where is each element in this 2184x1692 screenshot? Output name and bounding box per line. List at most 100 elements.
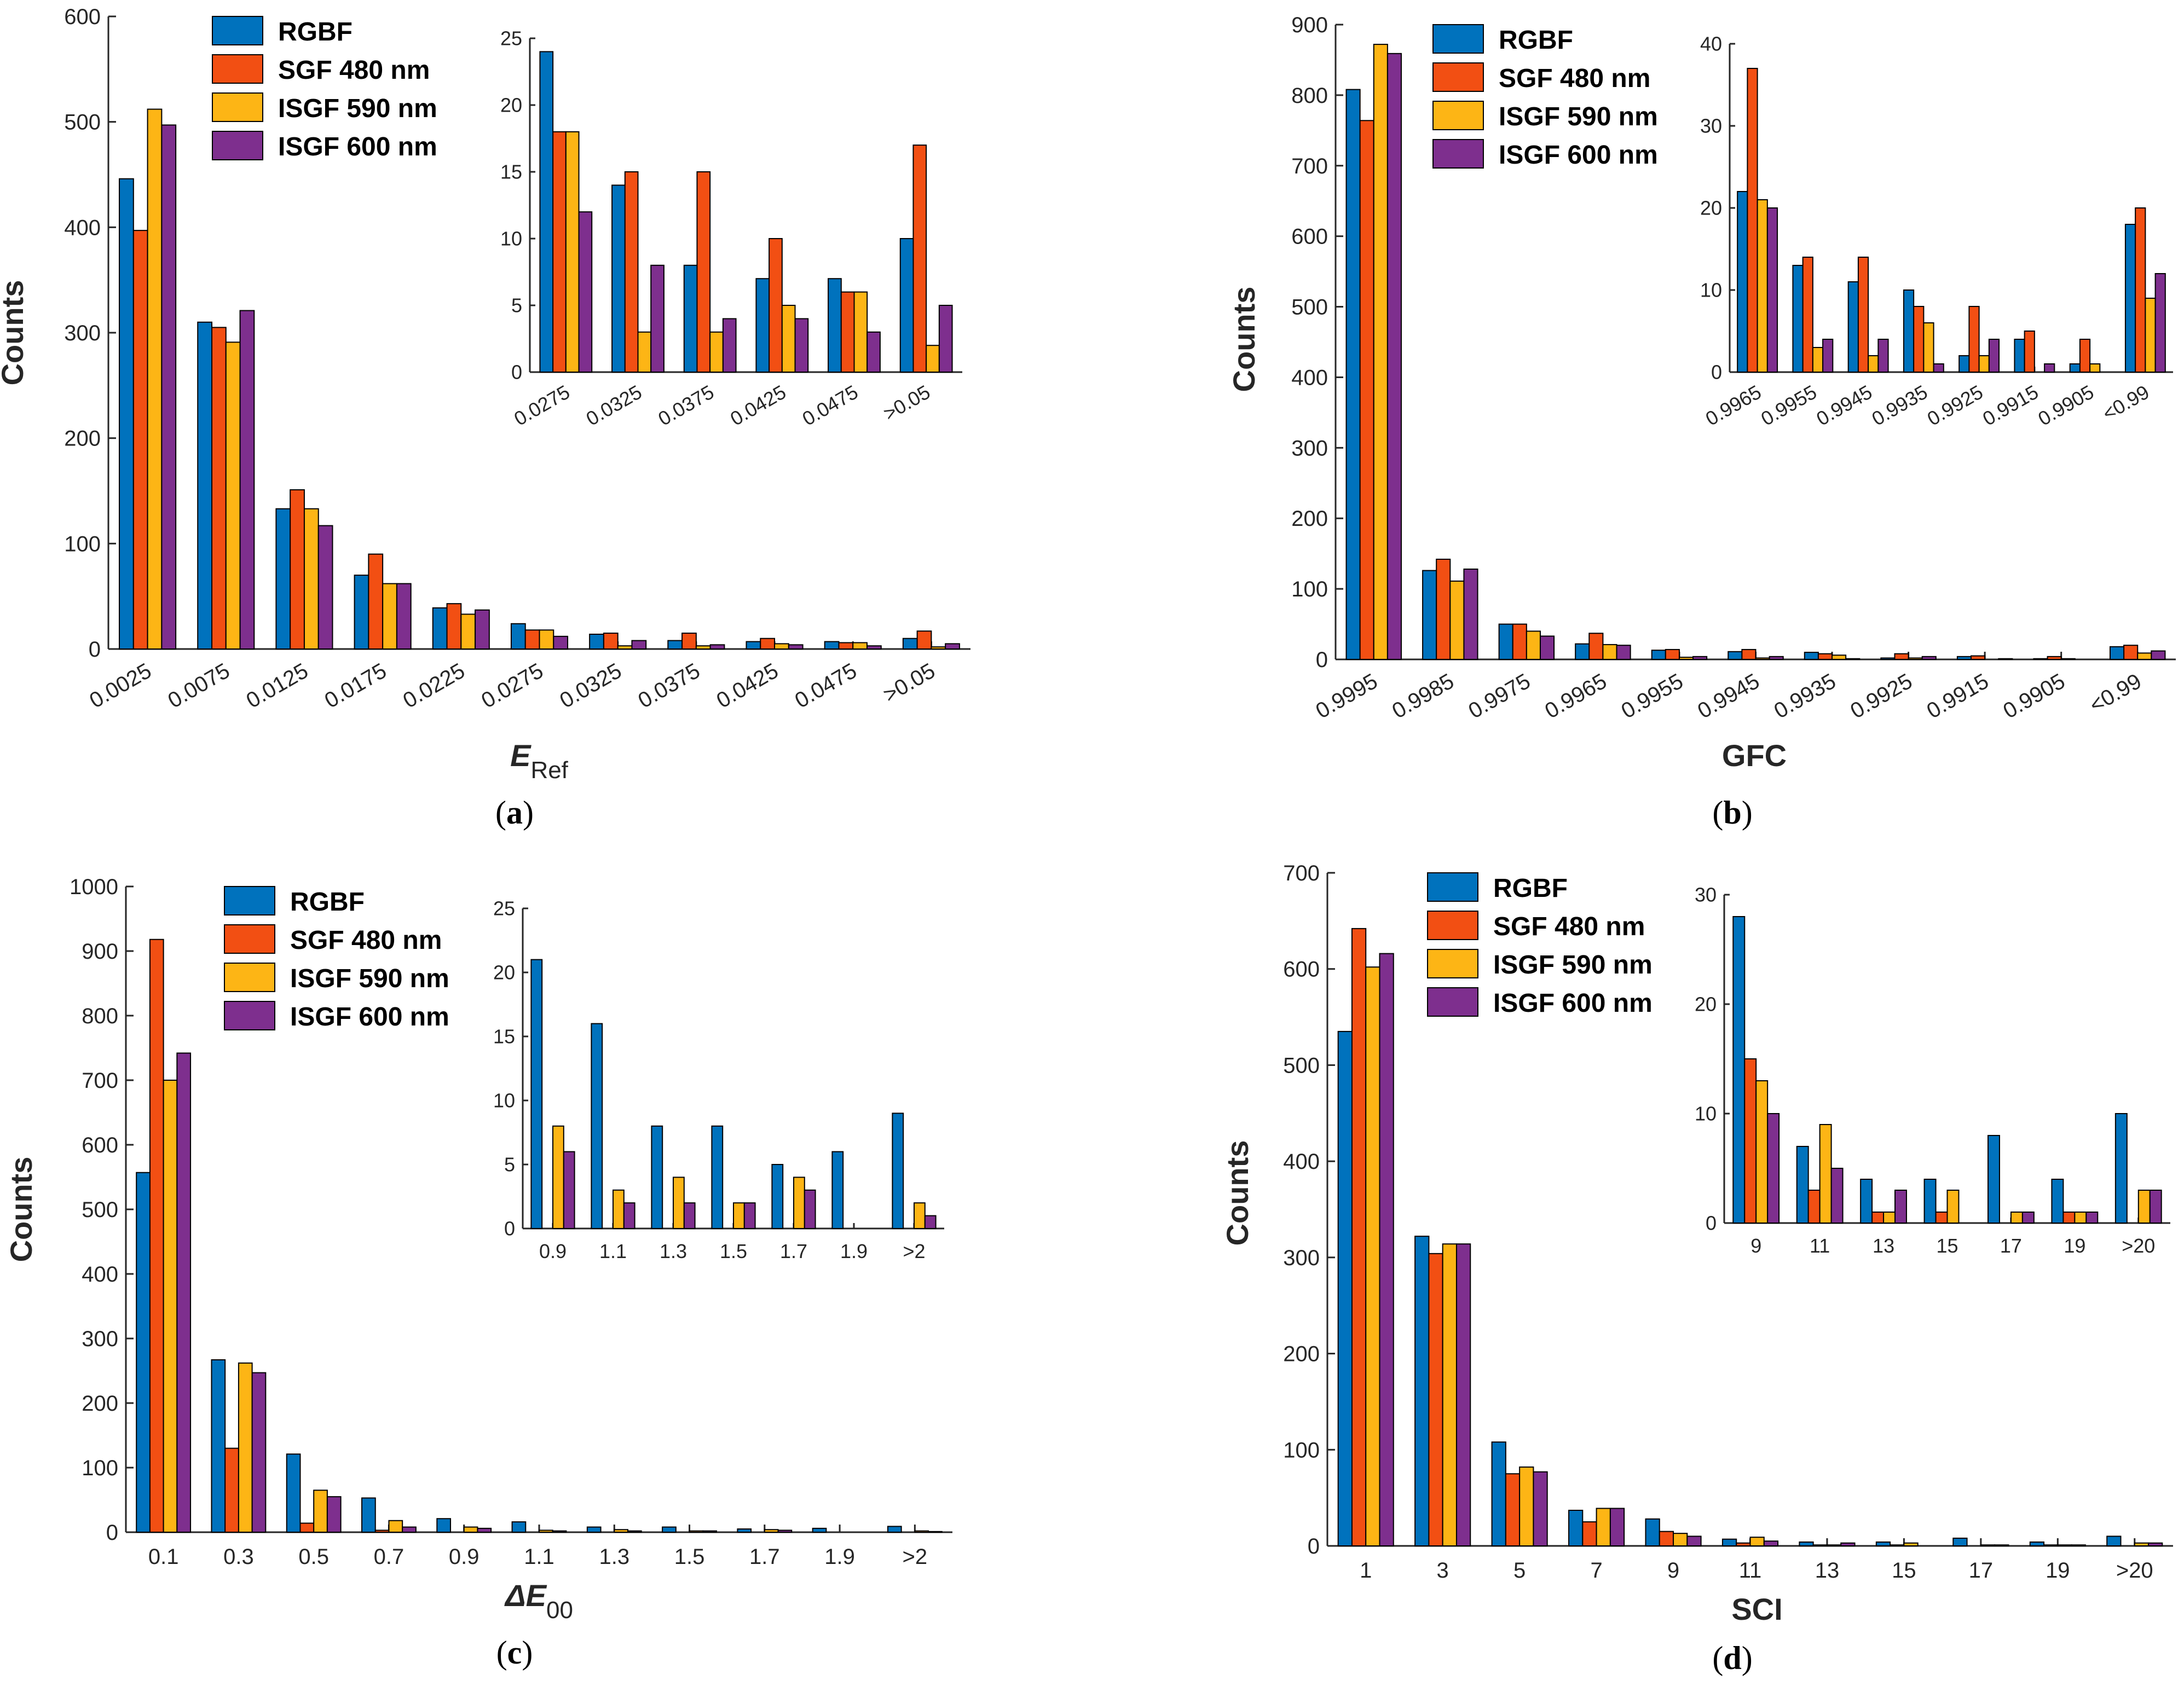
main-bar-isgf-590-nm bbox=[382, 583, 397, 650]
inset-chart: 0 5 10 15 20 25 0.0275 0.0325 0.0375 0.0425 0.0475… bbox=[500, 27, 963, 430]
inset-y-tick-label: 30 bbox=[1695, 884, 1717, 906]
main-bar-sgf-480-nm bbox=[681, 633, 697, 650]
main-bar-sgf-480-nm bbox=[224, 1447, 239, 1533]
main-bar-rgbf bbox=[746, 641, 761, 650]
inset-bar-isgf-590-nm bbox=[565, 131, 580, 373]
inset-x-tick-label: 0.0275 bbox=[510, 380, 574, 430]
main-bar-rgbf bbox=[1568, 1509, 1584, 1546]
main-bar-isgf-600-nm bbox=[777, 1529, 793, 1533]
main-y-tick-label: 600 bbox=[1291, 225, 1328, 249]
inset-bar-sgf-480-nm bbox=[2079, 339, 2091, 373]
inset-bar-sgf-480-nm bbox=[696, 171, 711, 373]
panel-label: (d) bbox=[1712, 1640, 1752, 1676]
main-x-tick-label: 0.0475 bbox=[791, 659, 861, 713]
inset-bar-isgf-590-nm bbox=[1757, 199, 1768, 373]
inset-bar-isgf-590-nm bbox=[1868, 355, 1879, 373]
inset-y-tick-label: 20 bbox=[1695, 993, 1717, 1016]
main-bar-rgbf bbox=[432, 607, 448, 650]
main-bar-isgf-590-nm bbox=[2057, 1544, 2072, 1547]
legend-label: RGBF bbox=[1493, 874, 1568, 903]
main-bar-isgf-600-nm bbox=[1769, 656, 1784, 660]
main-y-tick-label: 800 bbox=[82, 1004, 118, 1028]
inset-bar-isgf-600-nm bbox=[804, 1189, 816, 1230]
inset-background bbox=[529, 38, 963, 372]
legend-swatch bbox=[1427, 987, 1478, 1017]
main-bar-isgf-600-nm bbox=[1533, 1471, 1548, 1546]
inset-y-tick-label: 30 bbox=[1700, 115, 1722, 137]
main-bar-rgbf bbox=[812, 1527, 827, 1533]
main-bar-isgf-600-nm bbox=[317, 525, 333, 650]
inset-chart: 0 5 10 15 20 25 0.9 1.1 1.3 1.5 1.7 1.9 >2 bbox=[493, 897, 945, 1262]
main-x-tick-label: 19 bbox=[2046, 1558, 2070, 1583]
inset-x-tick-label: 17 bbox=[2000, 1235, 2022, 1257]
main-bar-isgf-590-nm bbox=[1519, 1466, 1534, 1547]
main-bar-sgf-480-nm bbox=[1817, 653, 1833, 660]
main-x-tick-label: 9 bbox=[1667, 1558, 1679, 1583]
main-y-tick-label: 500 bbox=[1291, 295, 1328, 320]
inset-y-tick-label: 10 bbox=[1695, 1103, 1717, 1125]
panel-label: (a) bbox=[495, 795, 534, 831]
inset-x-tick-label: 13 bbox=[1873, 1235, 1894, 1257]
main-bar-sgf-480-nm bbox=[1665, 648, 1680, 660]
main-x-tick-label: >20 bbox=[2116, 1558, 2153, 1583]
inset-x-tick-label: 1.9 bbox=[840, 1240, 868, 1262]
main-bar-isgf-600-nm bbox=[176, 1052, 192, 1533]
legend-label: ISGF 600 nm bbox=[278, 132, 437, 161]
inset-bar-isgf-590-nm bbox=[637, 331, 652, 373]
inset-bar-rgbf bbox=[651, 1125, 663, 1230]
main-bar-isgf-590-nm bbox=[463, 1526, 478, 1533]
main-bar-isgf-600-nm bbox=[627, 1530, 642, 1533]
main-x-tick-label: 0.9945 bbox=[1694, 669, 1764, 723]
inset-bar-isgf-600-nm bbox=[2021, 1212, 2035, 1224]
main-bar-rgbf bbox=[662, 1526, 677, 1533]
main-bar-isgf-590-nm bbox=[539, 1529, 553, 1533]
main-bar-rgbf bbox=[737, 1528, 752, 1533]
main-bar-sgf-480-nm bbox=[1741, 648, 1757, 660]
legend-swatch bbox=[1427, 872, 1478, 902]
main-bar-rgbf bbox=[667, 640, 683, 650]
legend-label: ISGF 590 nm bbox=[1493, 951, 1653, 980]
main-y-tick-label: 200 bbox=[82, 1392, 118, 1416]
main-x-tick-label: 0.9915 bbox=[1923, 669, 1993, 723]
inset-bar-rgbf bbox=[1958, 355, 1970, 373]
inset-bar-rgbf bbox=[711, 1125, 724, 1230]
inset-bar-rgbf bbox=[1987, 1135, 2000, 1224]
main-bar-sgf-480-nm bbox=[132, 230, 148, 650]
inset-x-tick-label: 0.9905 bbox=[2034, 380, 2098, 430]
main-x-tick-label: 0.0325 bbox=[556, 659, 626, 713]
main-bar-isgf-590-nm bbox=[689, 1530, 704, 1533]
inset-bar-isgf-600-nm bbox=[650, 264, 665, 373]
main-bar-isgf-600-nm bbox=[477, 1527, 492, 1533]
main-y-tick-label: 600 bbox=[64, 5, 101, 29]
inset-bar-rgbf bbox=[1732, 916, 1746, 1224]
main-x-tick-label: 17 bbox=[1969, 1558, 1994, 1583]
panel-label: (b) bbox=[1712, 795, 1752, 831]
main-x-tick-label: <0.99 bbox=[2085, 669, 2146, 718]
inset-bar-isgf-590-nm bbox=[613, 1189, 625, 1230]
main-bar-isgf-590-nm bbox=[1831, 654, 1847, 660]
inset-bar-sgf-480-nm bbox=[1935, 1212, 1948, 1224]
inset-bar-isgf-590-nm bbox=[1812, 347, 1824, 373]
main-bar-rgbf bbox=[1491, 1441, 1506, 1546]
main-bar-sgf-480-nm bbox=[760, 638, 776, 650]
inset-y-tick-label: 0 bbox=[1711, 361, 1722, 384]
main-bar-isgf-600-nm bbox=[1539, 635, 1555, 660]
main-y-tick-label: 500 bbox=[1283, 1053, 1320, 1077]
main-y-tick-label: 700 bbox=[1291, 154, 1328, 178]
inset-x-tick-label: 0.9955 bbox=[1757, 380, 1821, 430]
inset-bar-isgf-600-nm bbox=[683, 1202, 696, 1229]
inset-bar-isgf-590-nm bbox=[793, 1177, 805, 1229]
main-bar-isgf-600-nm bbox=[631, 640, 647, 650]
inset-bar-rgbf bbox=[1903, 289, 1915, 373]
main-bar-sgf-480-nm bbox=[1582, 1521, 1597, 1547]
y-axis-label: Counts bbox=[1220, 1140, 1255, 1246]
main-bar-isgf-590-nm bbox=[1596, 1508, 1611, 1547]
inset-y-tick-label: 25 bbox=[493, 897, 515, 920]
inset-bar-sgf-480-nm bbox=[840, 291, 855, 373]
main-bar-sgf-480-nm bbox=[290, 489, 305, 650]
main-x-tick-label: 7 bbox=[1590, 1558, 1602, 1583]
inset-bar-isgf-590-nm bbox=[552, 1125, 564, 1230]
main-x-tick-label: 0.9975 bbox=[1464, 669, 1534, 723]
inset-bar-isgf-600-nm bbox=[623, 1202, 635, 1229]
legend-swatch bbox=[212, 16, 263, 45]
